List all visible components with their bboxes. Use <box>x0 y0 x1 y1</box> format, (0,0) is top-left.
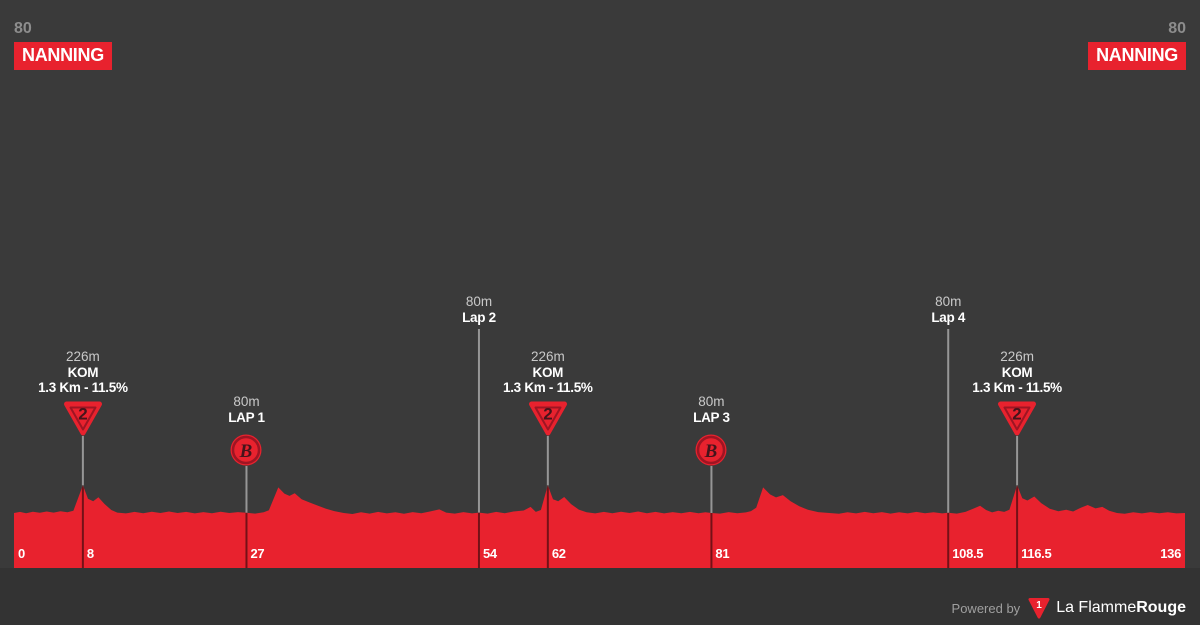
lap-marker-label-108.5km: 80m Lap 4 <box>868 294 1028 325</box>
axis-distance-label-116.5: 116.5 <box>1021 546 1052 561</box>
brand-text-regular: La Flamme <box>1056 599 1137 616</box>
lap-banner-icon: B <box>226 432 266 474</box>
svg-text:2: 2 <box>78 405 87 424</box>
start-header: 80 NANNING <box>14 20 112 70</box>
marker-text-line: LAP 3 <box>693 409 730 425</box>
elevation-area <box>14 485 1185 568</box>
marker-text-line: 1.3 Km - 11.5% <box>503 380 593 395</box>
svg-text:2: 2 <box>543 405 552 424</box>
marker-text-line: 226m <box>1000 349 1034 364</box>
marker-text-line: 80m <box>698 394 725 409</box>
lap-banner-icon: B <box>691 432 731 474</box>
start-elevation-label: 80 <box>14 20 32 37</box>
lap-marker-label-27km: 80m LAP 1 <box>166 394 326 425</box>
brand-text-bold: Rouge <box>1136 599 1186 616</box>
marker-text-line: KOM <box>532 364 564 380</box>
marker-text-line: 80m <box>935 294 962 309</box>
axis-distance-label-108.5: 108.5 <box>952 546 984 561</box>
finish-elevation-label: 80 <box>1168 20 1186 37</box>
axis-distance-label-81: 81 <box>715 546 730 561</box>
marker-text-line: LAP 1 <box>228 409 265 425</box>
marker-text-line: 80m <box>233 394 260 409</box>
marker-text-line: Lap 4 <box>931 309 966 325</box>
axis-distance-label-27: 27 <box>250 546 265 561</box>
powered-by-label: Powered by <box>951 600 1021 616</box>
finish-header: 80 NANNING <box>1088 20 1186 70</box>
axis-distance-label-136: 136 <box>1160 546 1181 561</box>
kom-marker-label-8km: 226m KOM 1.3 Km - 11.5% <box>3 349 163 396</box>
laflammerouge-logo: 1 La FlammeRouge <box>1028 597 1186 619</box>
svg-text:B: B <box>239 441 253 462</box>
marker-text-line: Lap 2 <box>462 309 496 325</box>
finish-location-badge: NANNING <box>1088 42 1186 70</box>
lap-marker-label-81km: 80m LAP 3 <box>631 394 791 425</box>
kom-category-2-icon: 2 <box>997 400 1037 442</box>
kom-category-2-icon: 2 <box>63 400 103 442</box>
marker-text-line: 1.3 Km - 11.5% <box>972 380 1062 395</box>
lap-marker-label-54km: 80m Lap 2 <box>399 294 559 325</box>
axis-distance-label-54: 54 <box>482 546 497 561</box>
kom-category-2-icon: 2 <box>528 400 568 442</box>
kom-marker-label-116.5km: 226m KOM 1.3 Km - 11.5% <box>937 349 1097 396</box>
laflammerouge-triangle-icon: 1 <box>1028 598 1050 619</box>
footer: Powered by 1 La FlammeRouge <box>952 595 1186 621</box>
start-location-badge: NANNING <box>14 42 112 70</box>
footer-strip <box>0 568 1200 625</box>
svg-text:1: 1 <box>1036 600 1042 611</box>
axis-distance-label-0: 0 <box>18 546 25 561</box>
marker-text-line: 1.3 Km - 11.5% <box>38 380 128 395</box>
svg-text:2: 2 <box>1012 405 1021 424</box>
marker-text-line: KOM <box>1001 364 1033 380</box>
marker-text-line: 226m <box>65 349 100 364</box>
svg-text:B: B <box>704 441 718 462</box>
marker-text-line: KOM <box>67 364 99 380</box>
marker-text-line: 226m <box>530 349 565 364</box>
axis-distance-label-62: 62 <box>551 546 566 561</box>
marker-text-line: 80m <box>465 294 493 309</box>
axis-distance-label-8: 8 <box>86 546 94 561</box>
kom-marker-label-62km: 226m KOM 1.3 Km - 11.5% <box>468 349 628 396</box>
